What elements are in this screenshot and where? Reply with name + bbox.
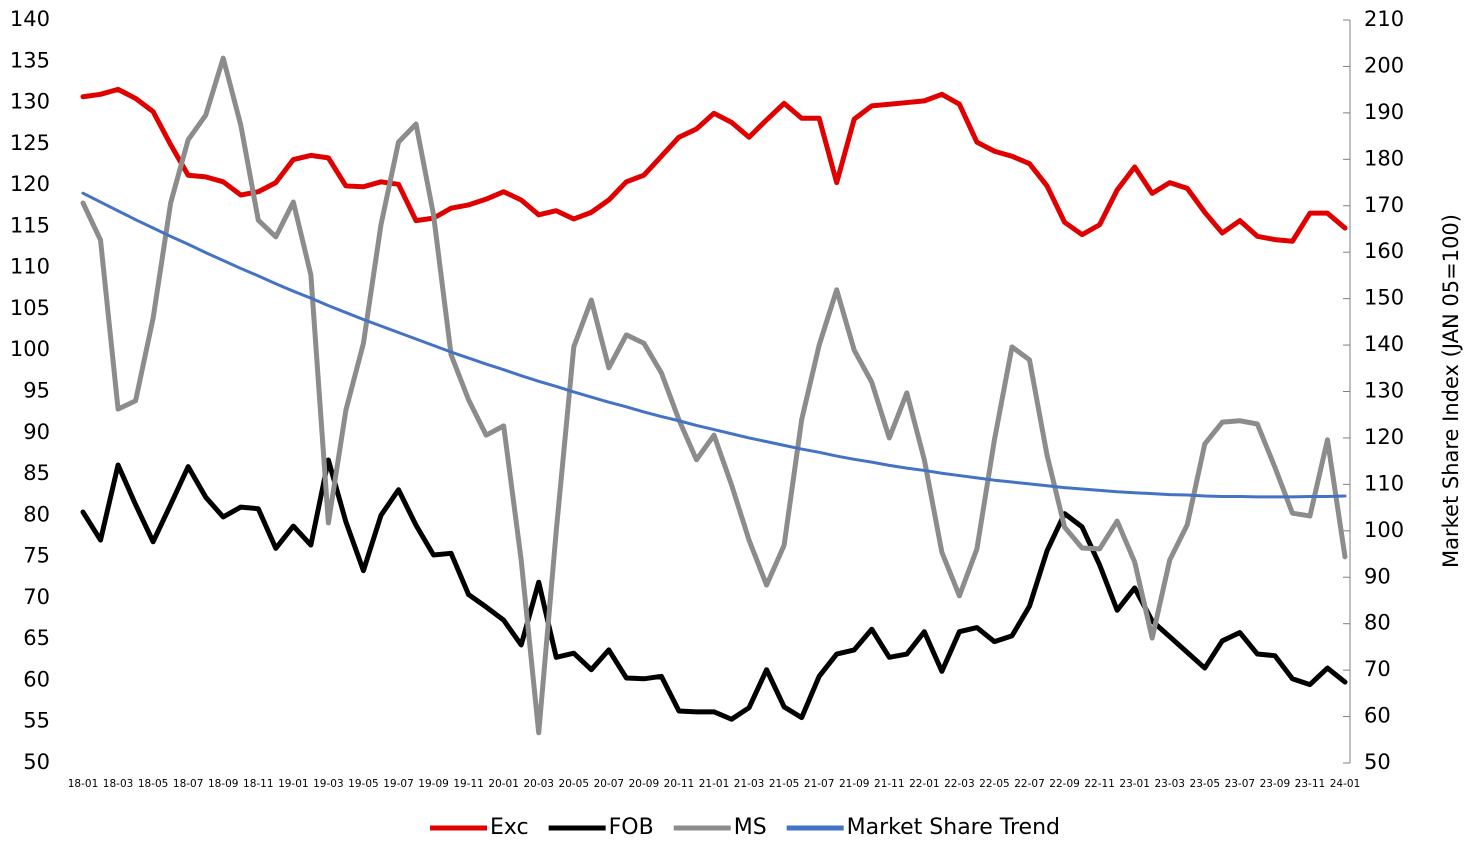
x-tick-label: 21-07 bbox=[804, 778, 835, 790]
series-line bbox=[81, 191, 1347, 499]
y2-tick-label: 100 bbox=[1364, 518, 1404, 542]
y2-tick-label: 80 bbox=[1364, 611, 1391, 635]
legend-label: Exc bbox=[490, 815, 529, 840]
y2-tick-label: 210 bbox=[1364, 7, 1404, 31]
x-tick-label: 19-07 bbox=[383, 778, 414, 790]
y-tick-label: 125 bbox=[10, 131, 50, 155]
y2-tick-label: 120 bbox=[1364, 425, 1404, 449]
y2-tick-label: 140 bbox=[1364, 332, 1404, 356]
x-tick-label: 20-03 bbox=[523, 778, 554, 790]
legend-label: FOB bbox=[609, 815, 654, 840]
y-tick-label: 120 bbox=[10, 172, 50, 196]
legend-label: Market Share Trend bbox=[847, 815, 1060, 840]
y-tick-label: 140 bbox=[10, 7, 50, 31]
y-tick-label: 100 bbox=[10, 337, 50, 361]
y2-tick-label: 110 bbox=[1364, 471, 1404, 495]
y-tick-label: 55 bbox=[23, 709, 50, 733]
y-tick-label: 65 bbox=[23, 626, 50, 650]
x-tick-label: 23-01 bbox=[1119, 778, 1150, 790]
x-tick-label: 22-05 bbox=[979, 778, 1010, 790]
x-tick-label: 22-03 bbox=[944, 778, 975, 790]
x-tick-label: 22-09 bbox=[1049, 778, 1080, 790]
x-tick-label: 22-01 bbox=[909, 778, 940, 790]
y2-tick-label: 190 bbox=[1364, 100, 1404, 124]
y2-tick-label: 170 bbox=[1364, 193, 1404, 217]
x-tick-label: 22-07 bbox=[1014, 778, 1045, 790]
x-tick-label: 21-03 bbox=[734, 778, 765, 790]
y-tick-label: 60 bbox=[23, 667, 50, 691]
x-tick-label: 23-11 bbox=[1295, 778, 1326, 790]
y2-tick-label: 90 bbox=[1364, 564, 1391, 588]
x-tick-label: 24-01 bbox=[1330, 778, 1361, 790]
x-tick-label: 21-05 bbox=[769, 778, 800, 790]
x-tick-label: 18-07 bbox=[173, 778, 204, 790]
y-tick-label: 130 bbox=[10, 90, 50, 114]
x-tick-label: 21-01 bbox=[699, 778, 730, 790]
x-tick-label: 19-03 bbox=[313, 778, 344, 790]
y2-tick-label: 200 bbox=[1364, 53, 1404, 77]
y2-tick-label: 50 bbox=[1364, 750, 1391, 774]
y2-tick-label: 150 bbox=[1364, 286, 1404, 310]
y-tick-label: 85 bbox=[23, 461, 50, 485]
y-tick-label: 50 bbox=[23, 750, 50, 774]
x-tick-label: 21-09 bbox=[839, 778, 870, 790]
x-tick-label: 18-01 bbox=[68, 778, 99, 790]
x-tick-label: 23-09 bbox=[1260, 778, 1291, 790]
y2-tick-label: 70 bbox=[1364, 657, 1391, 681]
series-line bbox=[80, 86, 1348, 244]
x-tick-label: 23-03 bbox=[1154, 778, 1185, 790]
y2-axis-title: Market Share Index (JAN 05=100) bbox=[1439, 214, 1463, 568]
x-tick-label: 20-05 bbox=[559, 778, 590, 790]
y2-tick-label: 160 bbox=[1364, 239, 1404, 263]
y-tick-label: 115 bbox=[10, 213, 50, 237]
x-tick-label: 19-09 bbox=[418, 778, 449, 790]
y2-tick-label: 130 bbox=[1364, 379, 1404, 403]
y-tick-label: 90 bbox=[23, 420, 50, 444]
y-tick-label: 75 bbox=[23, 544, 50, 568]
x-tick-label: 18-11 bbox=[243, 778, 274, 790]
x-tick-label: 22-11 bbox=[1084, 778, 1115, 790]
y-tick-label: 95 bbox=[23, 379, 50, 403]
x-tick-label: 18-03 bbox=[103, 778, 134, 790]
x-tick-label: 20-09 bbox=[629, 778, 660, 790]
y-tick-label: 110 bbox=[10, 255, 50, 279]
x-tick-label: 20-11 bbox=[664, 778, 695, 790]
y2-tick-label: 60 bbox=[1364, 704, 1391, 728]
x-tick-label: 19-11 bbox=[453, 778, 484, 790]
series-line bbox=[80, 457, 1348, 722]
y-tick-label: 70 bbox=[23, 585, 50, 609]
x-tick-label: 18-05 bbox=[138, 778, 169, 790]
y-tick-label: 135 bbox=[10, 48, 50, 72]
x-tick-label: 20-07 bbox=[594, 778, 625, 790]
x-tick-label: 20-01 bbox=[488, 778, 519, 790]
y-tick-label: 105 bbox=[10, 296, 50, 320]
x-tick-label: 19-05 bbox=[348, 778, 379, 790]
x-tick-label: 19-01 bbox=[278, 778, 309, 790]
x-tick-label: 23-05 bbox=[1190, 778, 1221, 790]
series-line bbox=[80, 55, 1348, 736]
x-tick-label: 18-09 bbox=[208, 778, 239, 790]
y-tick-label: 80 bbox=[23, 502, 50, 526]
x-tick-label: 21-11 bbox=[874, 778, 905, 790]
x-tick-label: 23-07 bbox=[1225, 778, 1256, 790]
y2-tick-label: 180 bbox=[1364, 146, 1404, 170]
legend-label: MS bbox=[734, 815, 767, 840]
